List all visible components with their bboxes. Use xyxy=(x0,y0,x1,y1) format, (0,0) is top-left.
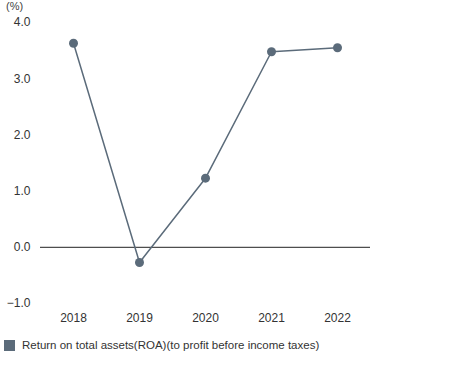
svg-text:2018: 2018 xyxy=(60,311,87,325)
svg-text:2019: 2019 xyxy=(126,311,153,325)
html-text:Return on total assets(ROA)(to: Return on total assets(ROA)(to profit be… xyxy=(22,339,320,351)
svg-text:2021: 2021 xyxy=(258,311,285,325)
svg-text:−1.0: −1.0 xyxy=(7,296,31,310)
svg-text:1.0: 1.0 xyxy=(14,184,31,198)
svg-text:3.0: 3.0 xyxy=(14,72,31,86)
svg-text:2022: 2022 xyxy=(324,311,351,325)
svg-text:0.0: 0.0 xyxy=(14,240,31,254)
svg-text:2020: 2020 xyxy=(192,311,219,325)
svg-text:4.0: 4.0 xyxy=(14,15,31,29)
svg-text:2.0: 2.0 xyxy=(14,128,31,142)
